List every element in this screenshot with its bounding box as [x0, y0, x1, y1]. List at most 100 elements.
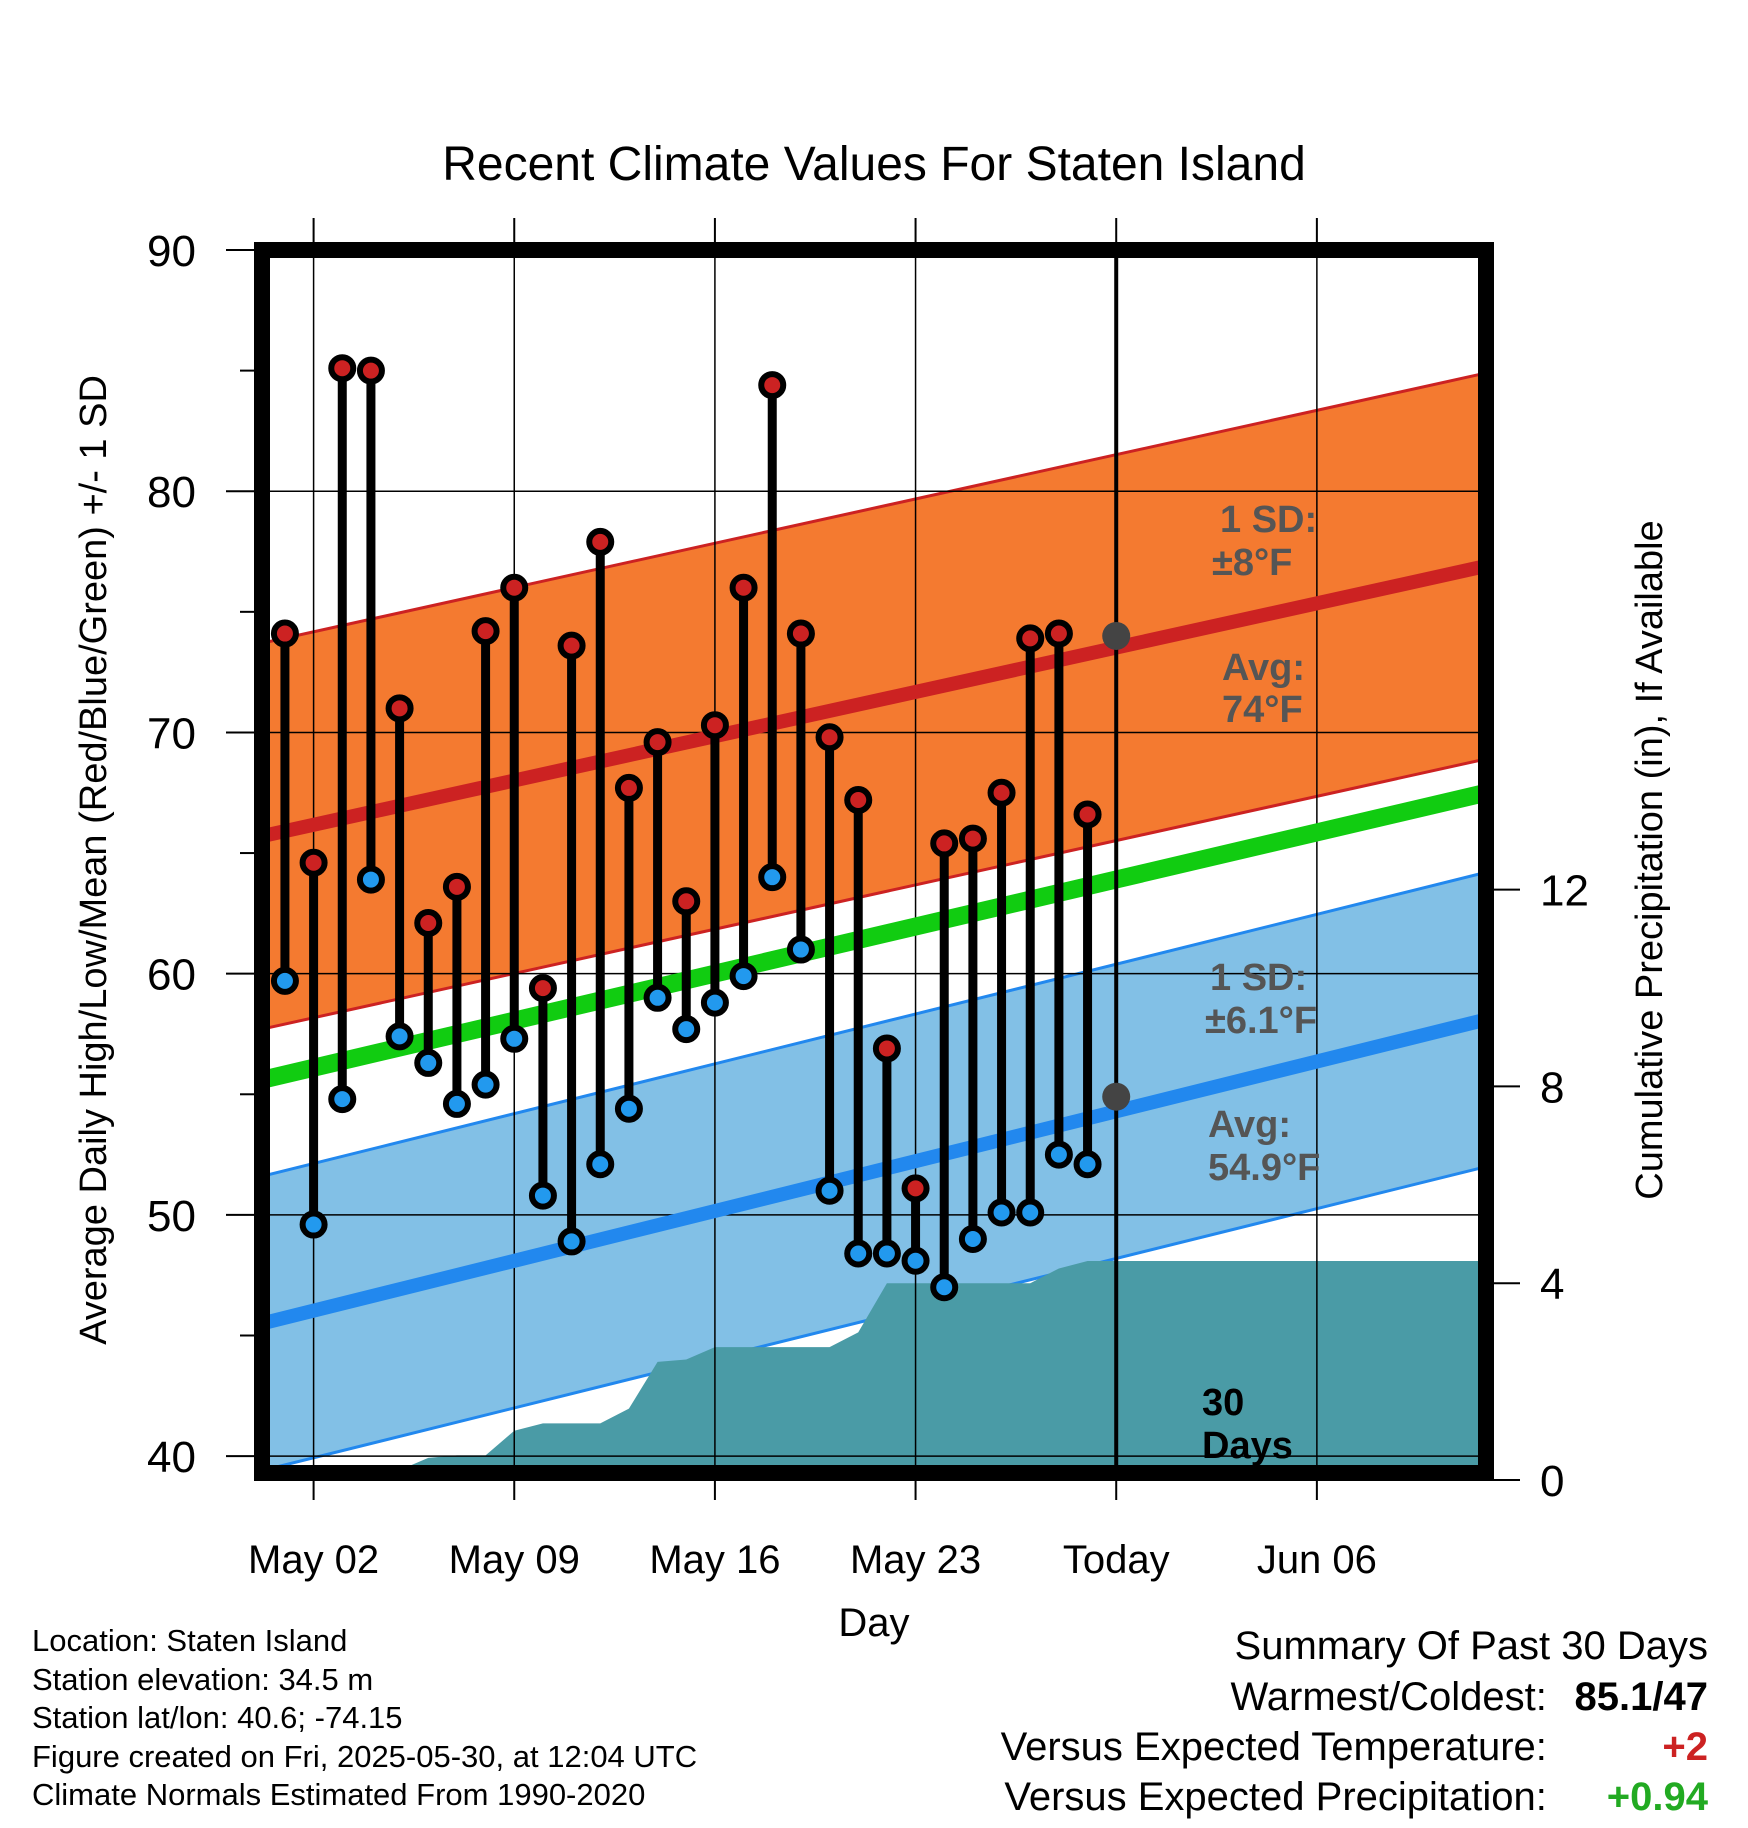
normals-text: Climate Normals Estimated From 1990-2020 [32, 1777, 646, 1812]
x-tick-label: Jun 06 [1257, 1538, 1377, 1582]
low-point [1016, 1198, 1045, 1227]
temp-vs-expected-row: Versus Expected Temperature: +2 [1001, 1722, 1708, 1772]
low-point [385, 1022, 414, 1051]
days-label: Days [1202, 1425, 1293, 1467]
latlon-text: Station lat/lon: 40.6; -74.15 [32, 1700, 403, 1735]
high-point [557, 631, 586, 660]
warmest-coldest-label: Warmest/Coldest: [1230, 1675, 1547, 1719]
y-tick-label: 70 [147, 709, 196, 758]
low-point [1073, 1150, 1102, 1179]
y-tick-label: 90 [147, 227, 196, 276]
x-axis-label: Day [838, 1601, 909, 1645]
low-point [356, 865, 385, 894]
precip-vs-expected-label: Versus Expected Precipitation: [1004, 1775, 1547, 1819]
low-point [528, 1181, 557, 1210]
low-avg-label: Avg: [1208, 1104, 1291, 1146]
low-point [586, 1150, 615, 1179]
low-point [844, 1239, 873, 1268]
y-tick-label: 60 [147, 951, 196, 1000]
high-avg-label: Avg: [1222, 647, 1305, 689]
x-tick-label: May 16 [649, 1538, 780, 1582]
high-point [930, 829, 959, 858]
low-point [1044, 1140, 1073, 1169]
high-point [700, 711, 729, 740]
y-tick-label: 80 [147, 468, 196, 517]
low-point [901, 1246, 930, 1275]
low-point [872, 1239, 901, 1268]
low-point [299, 1210, 328, 1239]
low-point [758, 863, 787, 892]
x-tick-label: May 02 [248, 1538, 379, 1582]
location-text: Location: Staten Island [32, 1623, 348, 1658]
created-text: Figure created on Fri, 2025-05-30, at 12… [32, 1738, 698, 1774]
high-point [500, 573, 529, 602]
x-tick-label: May 23 [850, 1538, 981, 1582]
y-tick-label: 40 [147, 1433, 196, 1482]
low-point [500, 1024, 529, 1053]
today-low-avg-marker [1102, 1082, 1131, 1111]
y2-tick-label: 0 [1540, 1457, 1564, 1506]
high-point [643, 728, 672, 757]
today-high-avg-marker [1102, 621, 1131, 650]
low-sd-label: 1 SD: [1210, 957, 1307, 999]
high-sd-label: 1 SD: [1220, 499, 1317, 541]
y2-tick-label: 4 [1540, 1260, 1564, 1309]
precipitation-area [391, 1261, 1486, 1473]
x-tick-label: Today [1063, 1538, 1170, 1582]
elevation-text: Station elevation: 34.5 m [32, 1661, 374, 1697]
low-point [614, 1094, 643, 1123]
y-axis-label: Average Daily High/Low/Mean (Red/Blue/Gr… [73, 375, 115, 1345]
high-point [471, 617, 500, 646]
high-point [414, 909, 443, 938]
high-point [328, 354, 357, 383]
precip-vs-expected-value: +0.94 [1606, 1775, 1708, 1819]
high-point [442, 872, 471, 901]
high-point [786, 619, 815, 648]
low-point [930, 1273, 959, 1302]
high-point [815, 723, 844, 752]
low-point [557, 1227, 586, 1256]
y2-tick-label: 8 [1540, 1063, 1564, 1112]
high-point [356, 356, 385, 385]
high-point [270, 619, 299, 648]
y-tick-label: 50 [147, 1192, 196, 1241]
high-point [987, 778, 1016, 807]
high-point [1073, 800, 1102, 829]
days-count-label: 30 [1202, 1382, 1244, 1424]
low-point [414, 1048, 443, 1077]
high-point [872, 1034, 901, 1063]
high-point [614, 773, 643, 802]
high-point [385, 694, 414, 723]
warmest-coldest-row: Warmest/Coldest: 85.1/47 [1001, 1672, 1709, 1722]
normal-mean-line [262, 783, 1486, 1089]
low-point [643, 983, 672, 1012]
warmest-coldest-value: 85.1/47 [1574, 1675, 1708, 1719]
high-point [844, 785, 873, 814]
high-point [901, 1174, 930, 1203]
low-point [786, 935, 815, 964]
station-info: Location: Staten Island Station elevatio… [32, 1622, 697, 1815]
summary-panel: Summary Of Past 30 Days Warmest/Coldest:… [1001, 1620, 1708, 1822]
plot-frame [254, 242, 1494, 1481]
low-point [270, 966, 299, 995]
low-point [815, 1176, 844, 1205]
low-point [672, 1015, 701, 1044]
low-point [729, 962, 758, 991]
high-point [672, 887, 701, 916]
normal-low-line [262, 1012, 1486, 1331]
low-point [471, 1070, 500, 1099]
high-point [758, 371, 787, 400]
precip-vs-expected-row: Versus Expected Precipitation: +0.94 [1001, 1772, 1708, 1822]
high-point [1016, 624, 1045, 653]
x-tick-label: May 09 [449, 1538, 580, 1582]
low-avg-value: 54.9°F [1208, 1147, 1320, 1189]
high-point [729, 573, 758, 602]
high-point [958, 824, 987, 853]
high-avg-value: 74°F [1222, 689, 1303, 731]
low-point [700, 988, 729, 1017]
y2-axis-label: Cumulative Precipitation (in), If Availa… [1629, 520, 1671, 1199]
high-sd-value: ±8°F [1212, 542, 1292, 584]
low-point [987, 1198, 1016, 1227]
low-point [442, 1089, 471, 1118]
